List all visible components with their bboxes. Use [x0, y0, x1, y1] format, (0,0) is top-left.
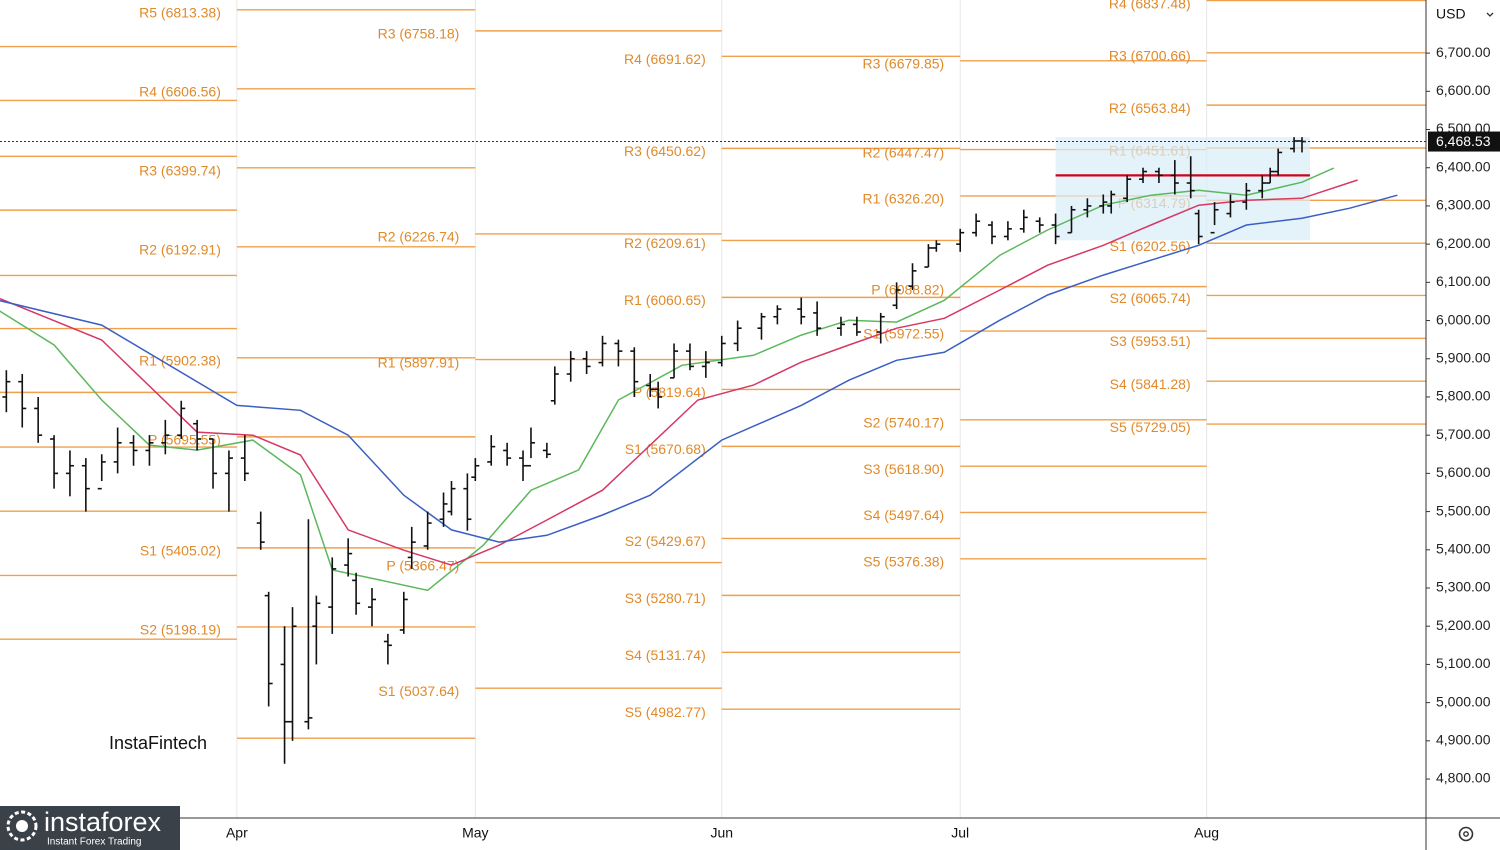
y-tick-label: 6,300.00 — [1436, 197, 1491, 213]
pivot-label: R4 (6606.56) — [139, 84, 221, 100]
brand-box — [97, 707, 222, 768]
y-tick-label: 5,400.00 — [1436, 540, 1491, 556]
gear-hub[interactable] — [1463, 831, 1469, 837]
brand: InstaFintech — [109, 733, 207, 753]
pivot-label: S4 (5841.28) — [1110, 376, 1191, 392]
y-tick-label: 6,600.00 — [1436, 82, 1491, 98]
pivot-label: S2 (5740.17) — [863, 415, 944, 431]
pivot-label: R2 (6192.91) — [139, 242, 221, 258]
pivot-label: S1 (5037.64) — [378, 683, 459, 699]
pivot-label: R1 (5897.91) — [378, 354, 460, 370]
data-layer — [0, 137, 1426, 764]
y-tick-label: 4,900.00 — [1436, 732, 1491, 748]
pivot-label: R2 (6447.47) — [862, 144, 944, 160]
logo-dot — [16, 820, 28, 832]
pivot-label: R3 (6758.18) — [378, 26, 460, 42]
pivot-label: S2 (6065.74) — [1110, 290, 1191, 306]
y-tick-label: 5,800.00 — [1436, 388, 1491, 404]
x-tick-label: Jun — [710, 825, 733, 841]
moving-average — [0, 194, 1398, 543]
y-tick-label: 5,900.00 — [1436, 349, 1491, 365]
pivot-label: S5 (5729.05) — [1110, 419, 1191, 435]
pivot-label: R3 (6399.74) — [139, 163, 221, 179]
pivot-label: R2 (6209.61) — [624, 235, 706, 251]
pivot-label: R4 (6837.48) — [1109, 0, 1191, 11]
pivot-label: S5 (4982.77) — [625, 704, 706, 720]
pivot-label: S3 (5618.90) — [863, 461, 944, 477]
y-tick-label: 6,100.00 — [1436, 273, 1491, 289]
pivot-label: R3 (6450.62) — [624, 143, 706, 159]
y-tick-label: 5,000.00 — [1436, 693, 1491, 709]
pivot-label: S3 (5280.71) — [625, 590, 706, 606]
y-tick-label: 5,200.00 — [1436, 617, 1491, 633]
logo-tagline: Instant Forex Trading — [47, 837, 142, 848]
gear-ring[interactable] — [1458, 826, 1474, 842]
currency[interactable]: USD — [1436, 6, 1466, 22]
pivot-label: S1 (6202.56) — [1110, 238, 1191, 254]
pivot-label: P (6088.82) — [871, 281, 944, 297]
pivot-label: R3 (6679.85) — [862, 56, 944, 72]
pivot-label: S4 (5497.64) — [863, 507, 944, 523]
pivot-label: R2 (6226.74) — [378, 229, 460, 245]
x-tick-label: May — [462, 825, 488, 841]
y-tick-label: 5,500.00 — [1436, 502, 1491, 518]
last-price-box — [1428, 131, 1500, 152]
settings-icon[interactable] — [1458, 826, 1474, 842]
logo-name: instaforex — [44, 807, 162, 837]
y-tick-label: 6,700.00 — [1436, 44, 1491, 60]
y-tick-label: 5,300.00 — [1436, 579, 1491, 595]
pivot-label: R2 (6563.84) — [1109, 100, 1191, 116]
y-tick-label: 4,800.00 — [1436, 770, 1491, 786]
x-tick-label: Aug — [1194, 825, 1219, 841]
pivot-label: R1 (5902.38) — [139, 353, 221, 369]
pivot-label: S1 (5670.68) — [625, 441, 706, 457]
pivot-label: P (5366.47) — [386, 557, 459, 573]
currency-chevron[interactable] — [1486, 12, 1494, 17]
y-tick-label: 6,200.00 — [1436, 235, 1491, 251]
pivot-label: R1 (6060.65) — [624, 292, 706, 308]
pivot-label: S2 (5198.19) — [140, 622, 221, 638]
y-tick-label: 5,100.00 — [1436, 655, 1491, 671]
moving-average — [0, 179, 1358, 566]
pivot-label: S4 (5131.74) — [625, 647, 706, 663]
pivot-label: S5 (5376.38) — [863, 554, 944, 570]
last-price-label: 6,468.53 — [1436, 133, 1491, 149]
logo-mark — [6, 810, 38, 842]
pivot-label: R1 (6326.20) — [862, 191, 944, 207]
y-tick-label: 6,400.00 — [1436, 158, 1491, 174]
y-tick-label: 5,700.00 — [1436, 426, 1491, 442]
grid-layer — [236, 0, 1208, 818]
axis-layer: Apr May Jun Jul Aug 4,800.00 4,900.00 5,000.00 5… — [226, 44, 1500, 841]
pivot-label: R3 (6700.66) — [1109, 48, 1191, 64]
pivot-label: S2 (5429.67) — [625, 533, 706, 549]
pivot-label: S1 (5972.55) — [863, 326, 944, 342]
pivot-label: S1 (5405.02) — [140, 543, 221, 559]
pivot-label: P (5819.64) — [633, 384, 706, 400]
x-tick-label: Jul — [951, 825, 969, 841]
y-tick-label: 5,600.00 — [1436, 464, 1491, 480]
pivot-label: R5 (6813.38) — [139, 4, 221, 20]
pivot-label: S3 (5953.51) — [1110, 333, 1191, 349]
x-tick-label: Apr — [226, 825, 248, 841]
y-tick-label: 6,000.00 — [1436, 311, 1491, 327]
pivot-label: R4 (6691.62) — [624, 51, 706, 67]
